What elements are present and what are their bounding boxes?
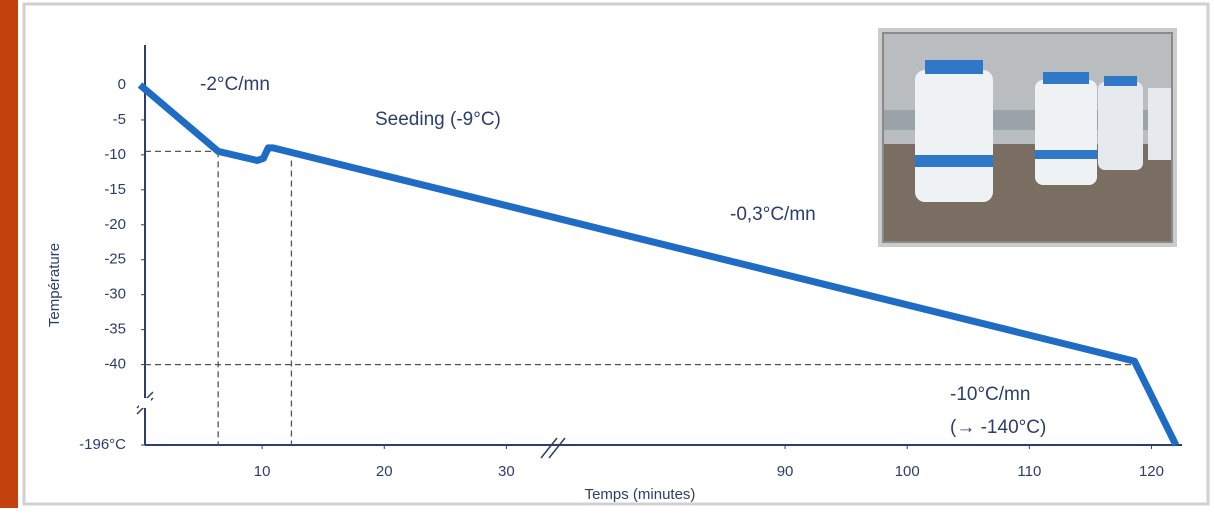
annotation: -10°C/mn: [950, 384, 1030, 405]
y-tick-label: -15: [104, 181, 126, 198]
annotation: Seeding (-9°C): [375, 109, 501, 130]
chart: Temps (minutes) Température 0 -5 -10 -15 -20…: [0, 0, 1214, 508]
annotation: -0,3°C/mn: [730, 204, 816, 225]
x-tick-label: 100: [895, 463, 920, 480]
y-tick-label: -5: [113, 111, 126, 128]
side-border: [0, 0, 18, 508]
y-tick-label: -35: [104, 321, 126, 338]
x-tick-label: 20: [376, 463, 393, 480]
photo: [880, 30, 1175, 245]
x-axis-label: Temps (minutes): [585, 486, 696, 503]
y-tick-label: -40: [104, 356, 126, 373]
y-tick-label: 0: [118, 76, 126, 93]
x-tick-label: 90: [777, 463, 794, 480]
annotation: (→ -140°C): [950, 417, 1046, 438]
page: {"chart_data": {"type": "line", "x_label…: [0, 0, 1214, 508]
x-tick-label: 120: [1139, 463, 1164, 480]
y-tick-label: -196°C: [79, 436, 126, 453]
y-tick-label: -25: [104, 251, 126, 268]
y-tick-label: -30: [104, 286, 126, 303]
y-axis-label: Température: [46, 243, 63, 327]
x-tick-label: 10: [254, 463, 271, 480]
y-tick-label: -20: [104, 216, 126, 233]
y-tick-label: -10: [104, 146, 126, 163]
x-tick-label: 110: [1017, 463, 1041, 480]
annotation: -2°C/mn: [200, 74, 270, 95]
x-tick-label: 30: [498, 463, 515, 480]
